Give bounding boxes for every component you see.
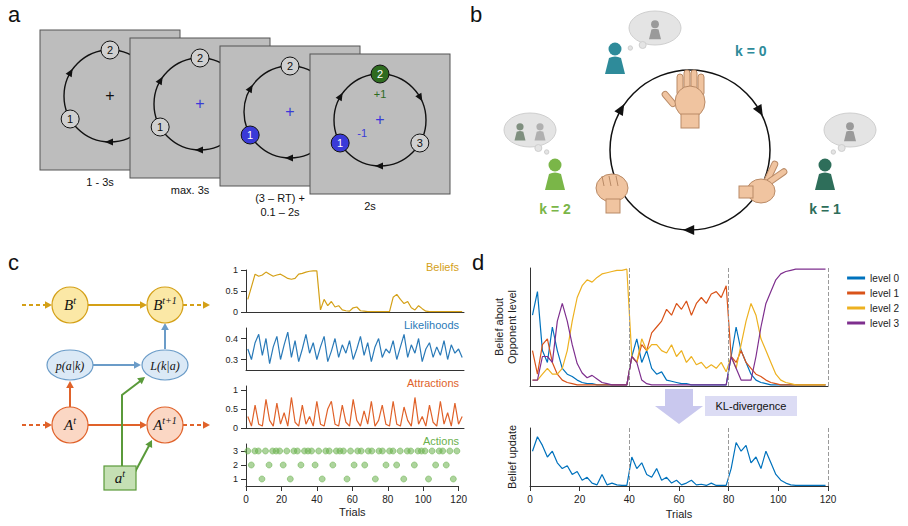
svg-text:1: 1 xyxy=(233,474,238,484)
svg-text:1 - 3s: 1 - 3s xyxy=(86,176,114,188)
svg-text:120: 120 xyxy=(820,494,837,505)
svg-text:d: d xyxy=(472,250,484,275)
svg-text:Beliefs: Beliefs xyxy=(426,261,460,273)
svg-text:40: 40 xyxy=(311,494,323,505)
svg-text:(3 – RT) +: (3 – RT) + xyxy=(255,192,305,204)
svg-text:0.5: 0.5 xyxy=(225,286,238,296)
svg-text:L(k|a): L(k|a) xyxy=(149,359,179,373)
svg-text:k = 0: k = 0 xyxy=(735,43,767,59)
svg-text:+: + xyxy=(285,103,294,120)
svg-text:100: 100 xyxy=(770,494,787,505)
svg-text:Trials: Trials xyxy=(666,508,693,520)
svg-text:level 0: level 0 xyxy=(870,273,899,284)
svg-text:c: c xyxy=(8,250,19,275)
svg-text:1: 1 xyxy=(233,385,238,395)
svg-text:At: At xyxy=(63,415,76,433)
svg-text:Bt+1: Bt+1 xyxy=(153,295,177,313)
svg-text:3: 3 xyxy=(417,137,423,149)
svg-text:Belief about: Belief about xyxy=(493,298,505,356)
svg-text:1: 1 xyxy=(337,137,343,149)
svg-text:0.1 – 2s: 0.1 – 2s xyxy=(260,206,300,218)
svg-text:80: 80 xyxy=(723,494,735,505)
svg-text:at: at xyxy=(115,468,126,486)
svg-text:k = 2: k = 2 xyxy=(539,201,571,217)
svg-text:Belief update: Belief update xyxy=(506,425,518,489)
svg-text:a: a xyxy=(8,2,21,27)
svg-text:0: 0 xyxy=(233,307,238,317)
svg-text:KL-divergence: KL-divergence xyxy=(716,400,787,412)
svg-text:80: 80 xyxy=(382,494,394,505)
svg-text:0: 0 xyxy=(233,423,238,433)
svg-text:0.5: 0.5 xyxy=(225,404,238,414)
svg-text:40: 40 xyxy=(624,494,636,505)
svg-text:0: 0 xyxy=(243,494,249,505)
svg-text:60: 60 xyxy=(673,494,685,505)
svg-text:b: b xyxy=(470,2,482,27)
svg-text:2: 2 xyxy=(377,68,383,80)
svg-text:-1: -1 xyxy=(357,127,367,139)
svg-text:p(a|k): p(a|k) xyxy=(55,359,85,373)
svg-text:+: + xyxy=(195,95,204,112)
svg-text:k = 1: k = 1 xyxy=(809,201,841,217)
svg-text:100: 100 xyxy=(415,494,432,505)
svg-text:20: 20 xyxy=(574,494,586,505)
svg-text:+: + xyxy=(105,87,114,104)
svg-text:2: 2 xyxy=(107,44,113,56)
svg-text:0.3: 0.3 xyxy=(225,355,238,365)
svg-text:1: 1 xyxy=(247,129,253,141)
svg-text:2: 2 xyxy=(287,60,293,72)
svg-text:2: 2 xyxy=(233,460,238,470)
svg-text:2: 2 xyxy=(197,52,203,64)
svg-text:120: 120 xyxy=(450,494,467,505)
svg-text:60: 60 xyxy=(347,494,359,505)
svg-text:level 1: level 1 xyxy=(870,288,899,299)
svg-text:Bt: Bt xyxy=(64,295,76,313)
svg-text:20: 20 xyxy=(276,494,288,505)
svg-text:Likelihoods: Likelihoods xyxy=(404,319,460,331)
svg-text:1: 1 xyxy=(157,121,163,133)
svg-text:2s: 2s xyxy=(364,200,376,212)
svg-text:Actions: Actions xyxy=(423,435,460,447)
svg-text:level 2: level 2 xyxy=(870,303,899,314)
svg-text:1: 1 xyxy=(67,113,73,125)
svg-text:0.4: 0.4 xyxy=(225,334,238,344)
svg-text:+1: +1 xyxy=(374,88,387,100)
svg-text:Trials: Trials xyxy=(339,506,366,518)
svg-text:At+1: At+1 xyxy=(152,415,177,433)
svg-text:+: + xyxy=(375,111,384,128)
svg-text:max. 3s: max. 3s xyxy=(171,184,210,196)
svg-text:level 3: level 3 xyxy=(870,318,899,329)
svg-text:3: 3 xyxy=(233,446,238,456)
svg-text:Opponent level: Opponent level xyxy=(506,290,518,364)
svg-text:1: 1 xyxy=(233,265,238,275)
svg-text:0: 0 xyxy=(527,494,533,505)
svg-text:Attractions: Attractions xyxy=(407,377,459,389)
